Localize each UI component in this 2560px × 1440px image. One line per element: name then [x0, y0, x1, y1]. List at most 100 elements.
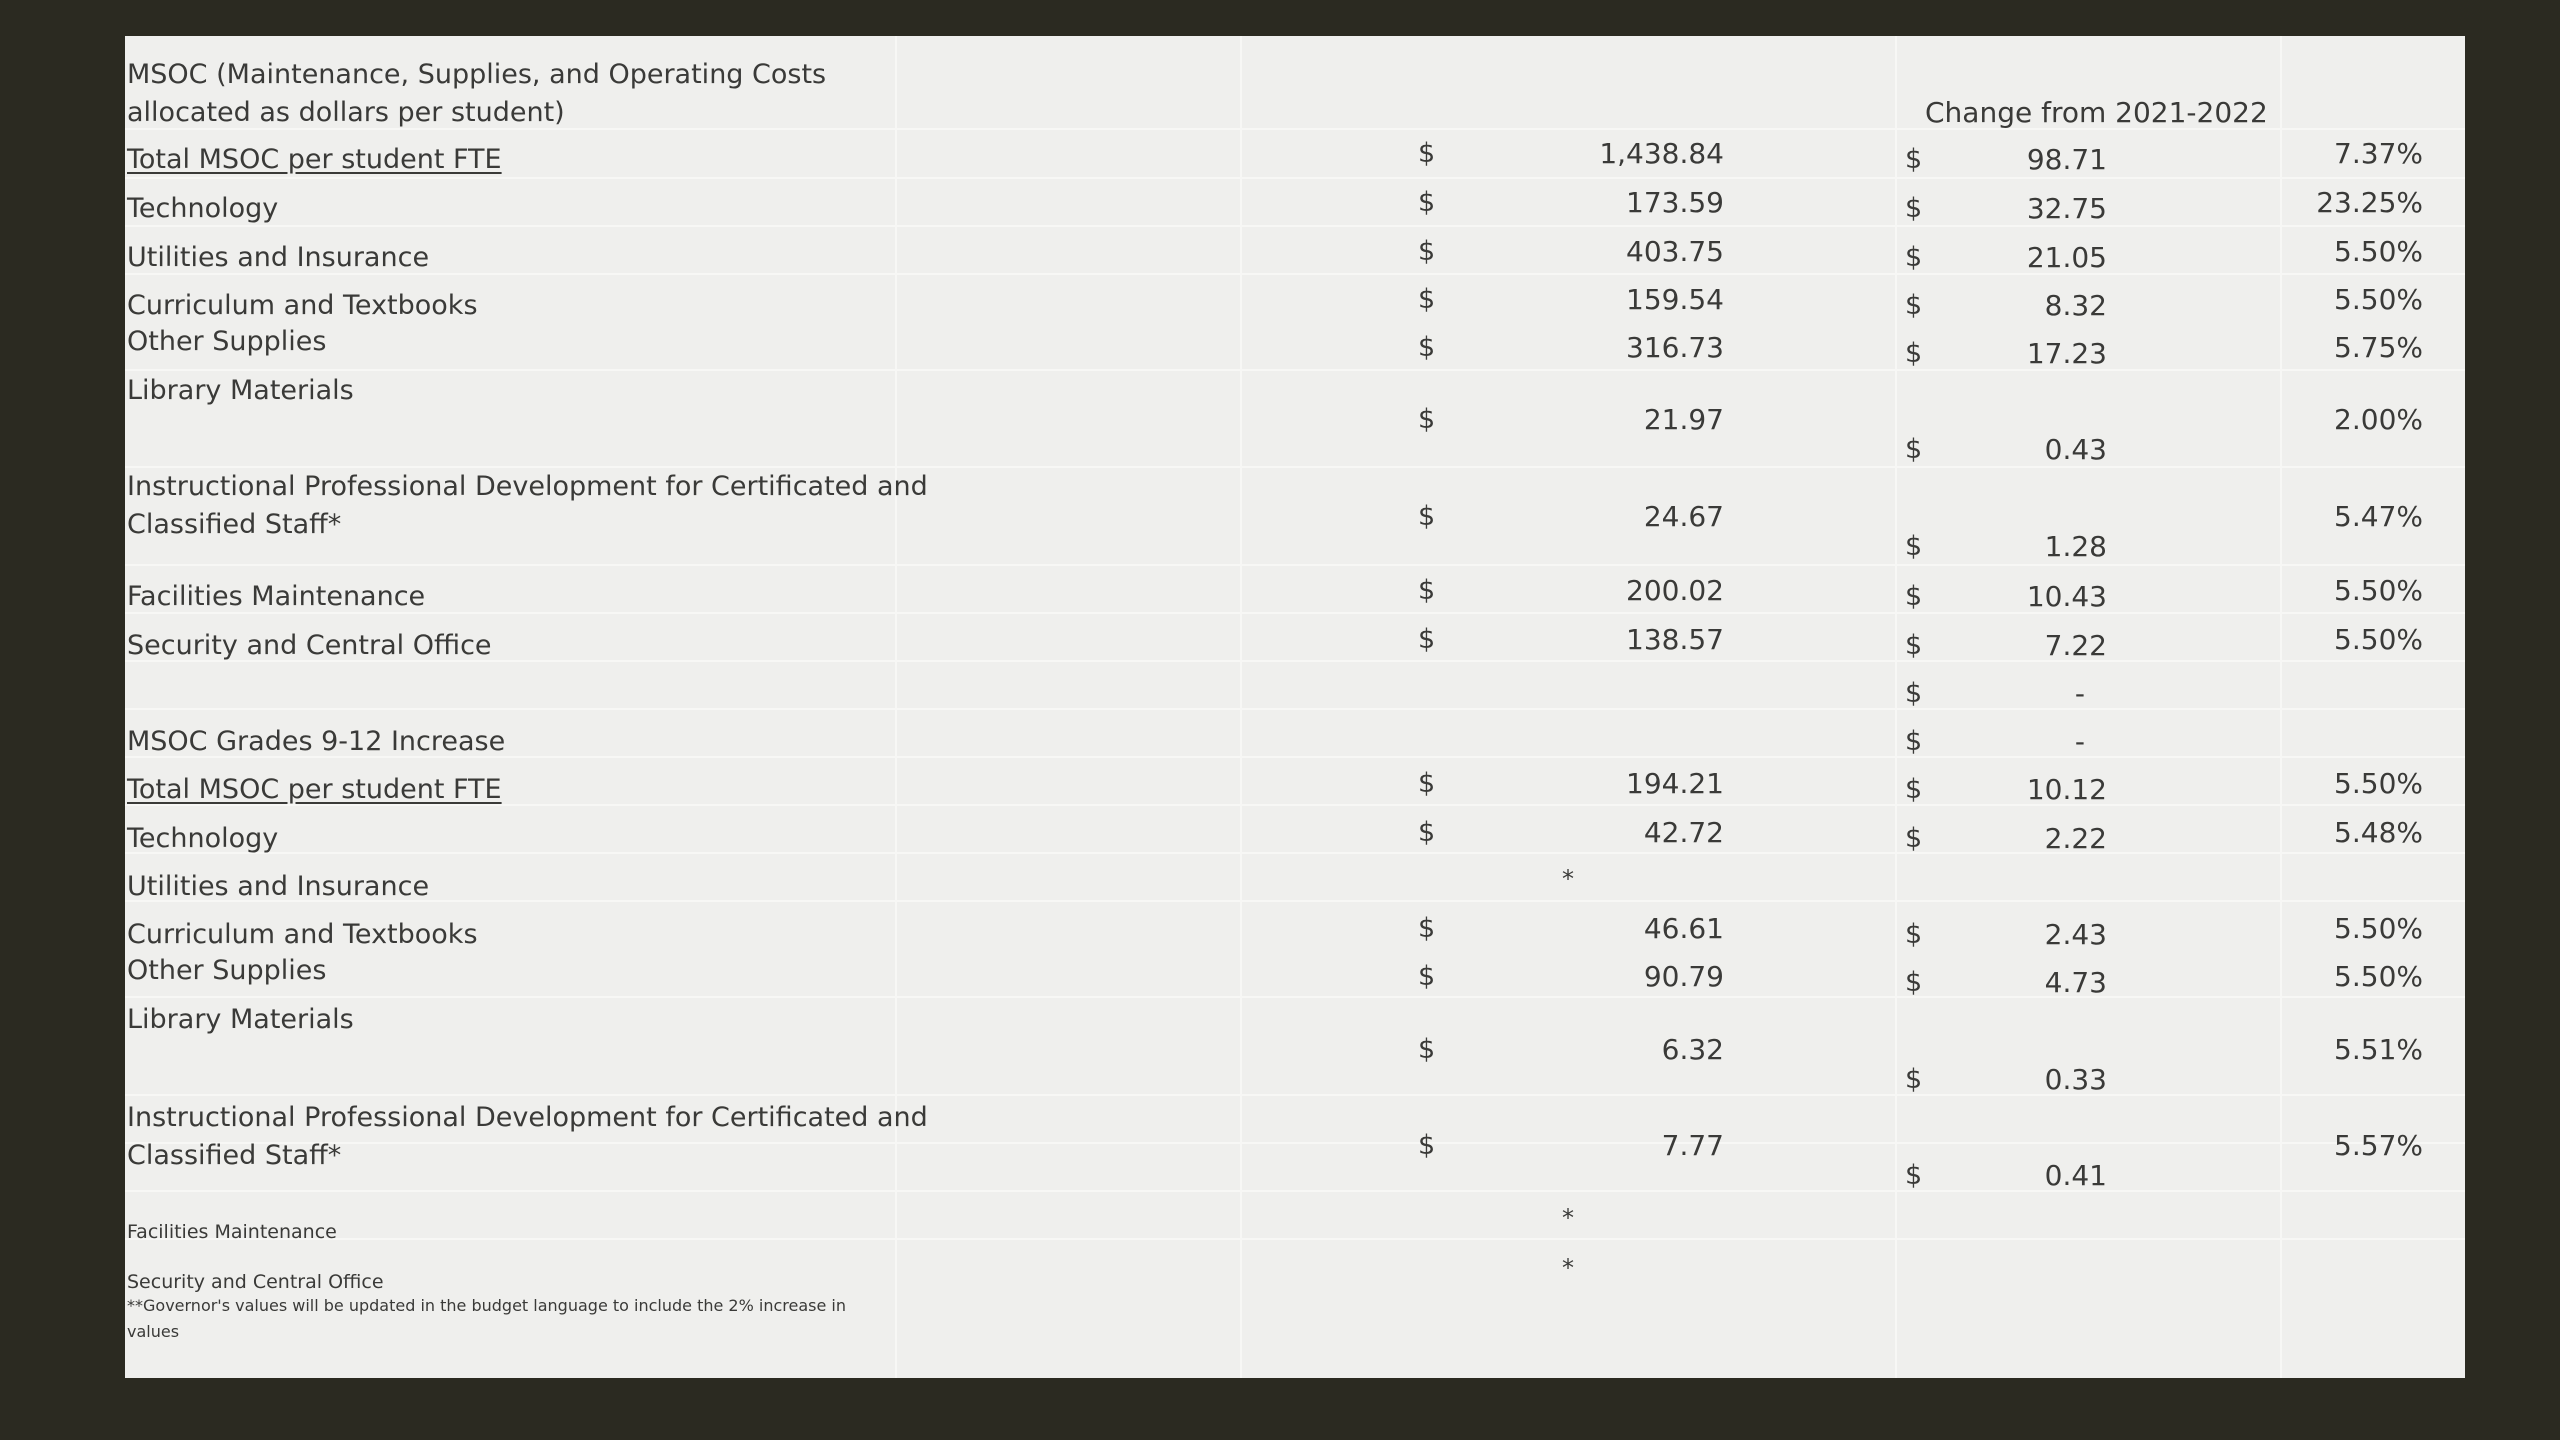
currency-symbol: $ [1418, 501, 1436, 532]
row-divider [125, 1190, 2465, 1192]
column-divider [1895, 36, 1897, 1378]
footnote-line1: **Governor's values will be updated in t… [127, 1296, 846, 1315]
row-label: Security and Central Office [127, 1271, 384, 1293]
change-cell: 0.41 [2044, 1159, 2107, 1192]
currency-symbol: $ [1418, 624, 1436, 655]
column-divider [2280, 36, 2282, 1378]
row-label: Utilities and Insurance [127, 871, 430, 902]
currency-symbol: $ [1905, 823, 1923, 854]
row-divider [125, 612, 2465, 614]
amount-cell: 194.21 [1626, 767, 1724, 800]
row-label: Technology [127, 193, 279, 224]
amount-cell: 6.32 [1661, 1033, 1724, 1066]
currency-symbol: $ [1418, 284, 1436, 315]
row-divider [125, 1142, 2465, 1144]
percent-cell: 23.25% [2316, 186, 2423, 219]
currency-symbol: $ [1418, 138, 1436, 169]
row-label: Library Materials [127, 375, 354, 406]
row-divider [125, 1238, 2465, 1240]
row-label: Technology [127, 823, 279, 854]
amount-cell: 316.73 [1626, 331, 1724, 364]
msoc-table: MSOC (Maintenance, Supplies, and Operati… [125, 36, 2465, 1378]
amount-cell: 7.77 [1661, 1129, 1724, 1162]
currency-symbol: $ [1418, 575, 1436, 606]
amount-cell: 403.75 [1626, 235, 1724, 268]
currency-symbol: $ [1905, 434, 1923, 465]
currency-symbol: $ [1905, 630, 1923, 661]
currency-symbol: $ [1418, 236, 1436, 267]
currency-symbol: $ [1905, 726, 1923, 757]
row-label: Other Supplies [127, 326, 327, 357]
percent-cell: 5.50% [2334, 767, 2423, 800]
asterisk-marker: * [1562, 1254, 1574, 1282]
currency-symbol: $ [1905, 290, 1923, 321]
row-divider [125, 660, 2465, 662]
row-label-line1: Instructional Professional Development f… [127, 471, 928, 502]
column-divider [1240, 36, 1242, 1378]
change-cell: 21.05 [2026, 241, 2107, 274]
row-divider [125, 852, 2465, 854]
row-label: Total MSOC per student FTE [127, 144, 502, 175]
row-divider [125, 466, 2465, 468]
change-cell: 2.22 [2044, 822, 2107, 855]
row-divider [125, 804, 2465, 806]
change-cell: 7.22 [2044, 629, 2107, 662]
row-divider [125, 756, 2465, 758]
currency-symbol: $ [1905, 774, 1923, 805]
percent-cell: 5.57% [2334, 1129, 2423, 1162]
percent-cell: 5.50% [2334, 235, 2423, 268]
footnote-line2: values [127, 1322, 180, 1341]
percent-cell: 5.50% [2334, 960, 2423, 993]
currency-symbol: $ [1418, 1130, 1436, 1161]
change-cell: - [2074, 677, 2085, 710]
row-label: Security and Central Office [127, 630, 492, 661]
row-label: Total MSOC per student FTE [127, 774, 502, 805]
currency-symbol: $ [1905, 144, 1923, 175]
percent-cell: 5.50% [2334, 912, 2423, 945]
currency-symbol: $ [1905, 919, 1923, 950]
currency-symbol: $ [1418, 817, 1436, 848]
percent-cell: 5.50% [2334, 623, 2423, 656]
currency-symbol: $ [1905, 338, 1923, 369]
row-divider [125, 708, 2465, 710]
amount-cell: 90.79 [1643, 960, 1724, 993]
change-cell: 17.23 [2026, 337, 2107, 370]
currency-symbol: $ [1418, 187, 1436, 218]
row-divider [125, 225, 2465, 227]
row-label: Curriculum and Textbooks [127, 290, 478, 321]
change-column-header: Change from 2021-2022 [1925, 96, 2268, 129]
change-cell: 4.73 [2044, 966, 2107, 999]
row-label: Library Materials [127, 1004, 354, 1035]
change-cell: 8.32 [2044, 289, 2107, 322]
currency-symbol: $ [1905, 967, 1923, 998]
currency-symbol: $ [1905, 242, 1923, 273]
row-divider [125, 369, 2465, 371]
row-label-line2: Classified Staff* [127, 1140, 342, 1171]
row-label: Curriculum and Textbooks [127, 919, 478, 950]
amount-cell: 138.57 [1626, 623, 1724, 656]
percent-cell: 5.51% [2334, 1033, 2423, 1066]
amount-cell: 46.61 [1643, 912, 1724, 945]
currency-symbol: $ [1905, 1064, 1923, 1095]
row-divider [125, 273, 2465, 275]
row-divider [125, 128, 2465, 130]
currency-symbol: $ [1418, 961, 1436, 992]
change-cell: 98.71 [2026, 143, 2107, 176]
column-divider [895, 36, 897, 1378]
amount-cell: 21.97 [1643, 403, 1724, 436]
row-label-line2: Classified Staff* [127, 509, 342, 540]
currency-symbol: $ [1418, 404, 1436, 435]
table-title-line1: MSOC (Maintenance, Supplies, and Operati… [127, 59, 827, 90]
percent-cell: 7.37% [2334, 137, 2423, 170]
row-divider [125, 564, 2465, 566]
row-label: Facilities Maintenance [127, 581, 426, 612]
change-cell: 0.43 [2044, 433, 2107, 466]
amount-cell: 173.59 [1626, 186, 1724, 219]
row-divider [125, 177, 2465, 179]
amount-cell: 159.54 [1626, 283, 1724, 316]
percent-cell: 5.47% [2334, 500, 2423, 533]
section-title: MSOC Grades 9-12 Increase [127, 726, 506, 757]
percent-cell: 5.48% [2334, 816, 2423, 849]
currency-symbol: $ [1418, 332, 1436, 363]
asterisk-marker: * [1562, 865, 1574, 893]
